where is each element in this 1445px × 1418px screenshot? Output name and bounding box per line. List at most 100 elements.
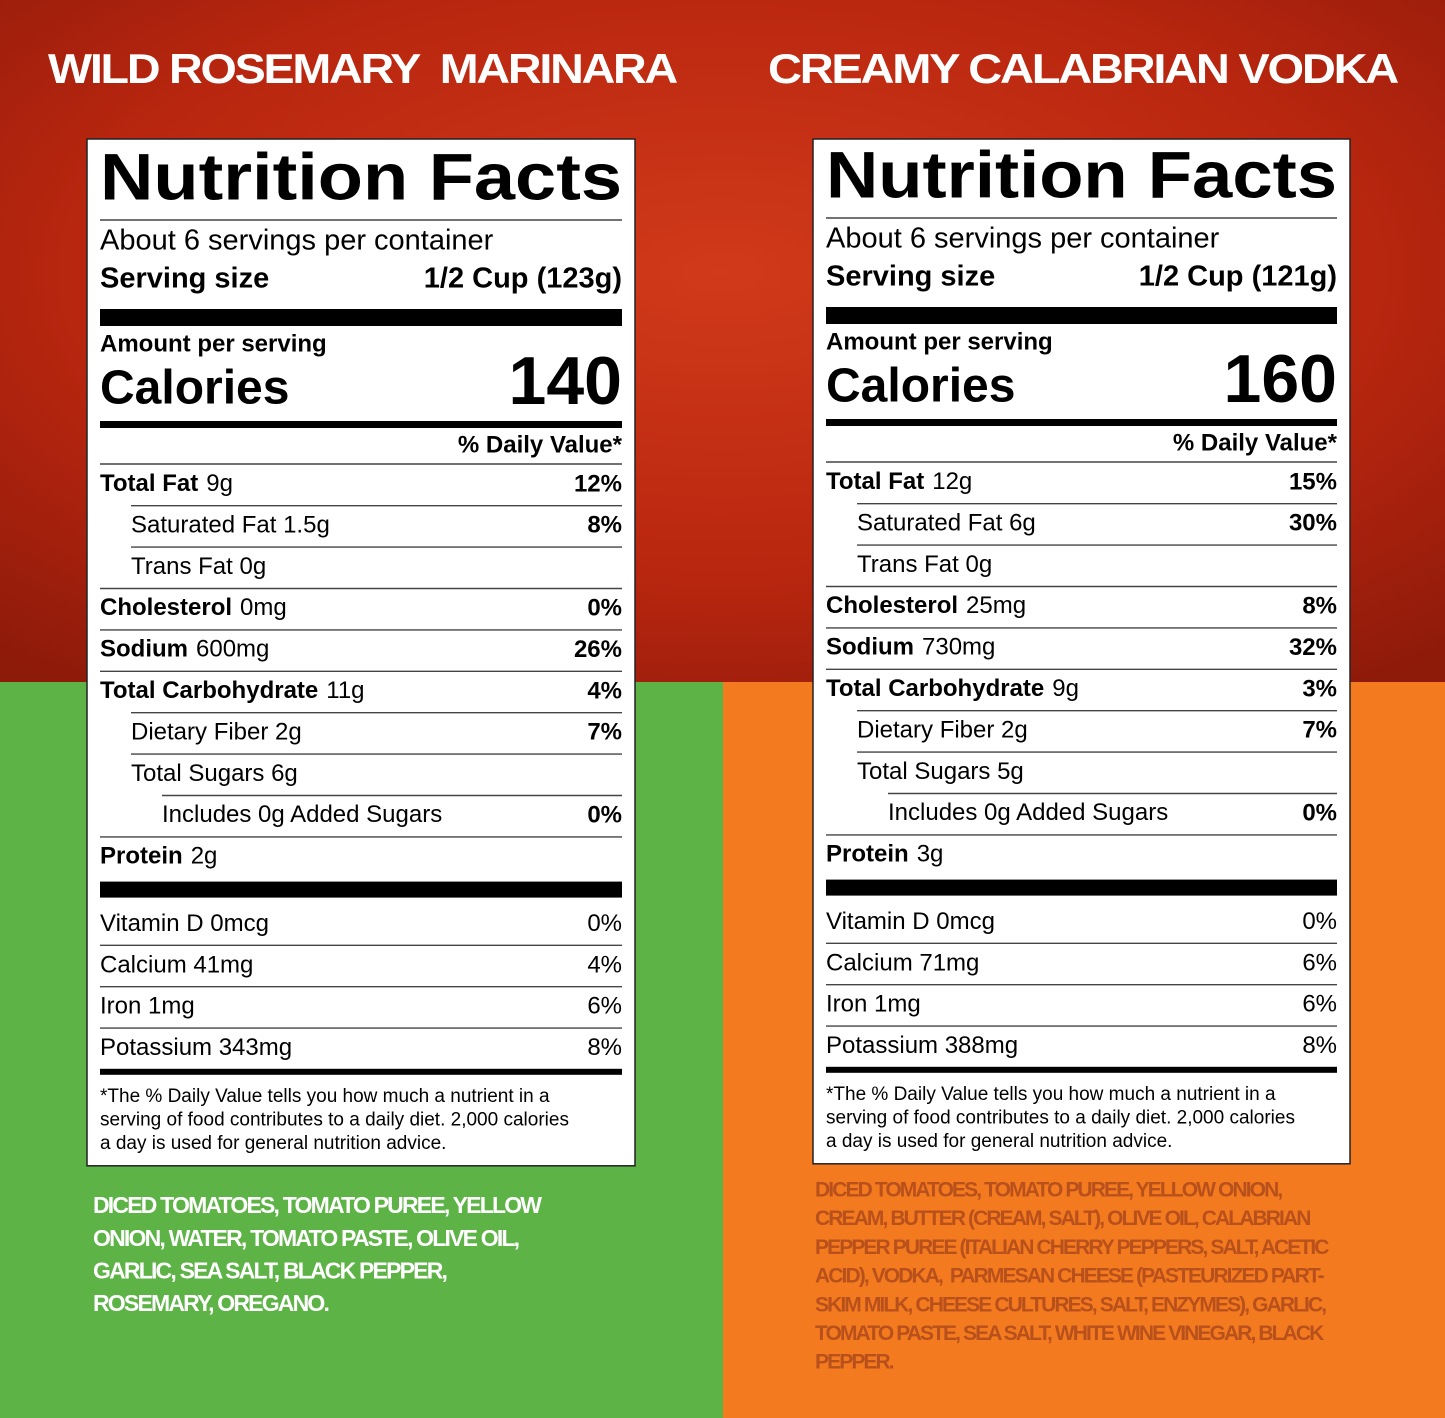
nutrient-row: Total Carbohydrate 11g bbox=[100, 677, 365, 704]
ingredients-line: ONION, WATER, TOMATO PASTE, OLIVE OIL, bbox=[93, 1225, 519, 1251]
thick-rule bbox=[100, 1068, 622, 1075]
nutrient-row: Trans Fat 0g bbox=[857, 551, 992, 578]
nutrient-name: Protein bbox=[826, 841, 909, 868]
nutrient-row: Includes 0g Added Sugars bbox=[888, 800, 1168, 827]
nutrient-amount: 11g bbox=[326, 677, 364, 704]
thick-rule bbox=[100, 309, 622, 326]
nutrient-amount: 25mg bbox=[966, 593, 1026, 620]
nutrient-row: Cholesterol 0mg bbox=[100, 595, 287, 622]
nutrient-daily-value: 0% bbox=[587, 802, 622, 829]
nutrient-row: Sodium 730mg bbox=[826, 634, 995, 661]
ingredients-line: DICED TOMATOES, TOMATO PUREE, YELLOW ONI… bbox=[815, 1179, 1282, 1202]
serving-size-label: Serving size bbox=[826, 261, 995, 293]
nutrient-amount: 730mg bbox=[922, 634, 995, 661]
nutrient-name: Dietary Fiber 2g bbox=[131, 719, 302, 746]
nutrient-name: Saturated Fat 1.5g bbox=[131, 512, 330, 539]
nutrient-amount: 9g bbox=[1052, 675, 1079, 702]
nutrient-name: Sodium bbox=[826, 634, 914, 661]
vitamin-daily-value: 6% bbox=[1302, 991, 1337, 1018]
nutrient-name: Total Sugars 5g bbox=[857, 758, 1024, 785]
nutrient-row: Includes 0g Added Sugars bbox=[162, 802, 442, 829]
vitamin-name: Potassium 388mg bbox=[826, 1032, 1018, 1059]
vitamin-daily-value: 0% bbox=[1302, 908, 1337, 935]
nutrient-name: Includes 0g Added Sugars bbox=[162, 802, 442, 829]
nutrient-name: Total Sugars 6g bbox=[131, 760, 298, 787]
nutrient-row: Total Fat 9g bbox=[100, 470, 233, 497]
nutrient-name: Dietary Fiber 2g bbox=[857, 717, 1028, 744]
panel-title: CREAMY CALABRIAN VODKA bbox=[768, 45, 1399, 92]
amount-per-serving: Amount per serving bbox=[826, 328, 1053, 355]
nutrient-name: Saturated Fat 6g bbox=[857, 510, 1036, 537]
nutrient-name: Total Fat bbox=[826, 468, 924, 495]
vitamin-daily-value: 6% bbox=[1302, 949, 1337, 976]
nutrient-amount: 0mg bbox=[240, 595, 287, 622]
nutrient-row: Total Sugars 6g bbox=[131, 760, 298, 787]
footnote: *The % Daily Value tells you how much a … bbox=[826, 1084, 1276, 1105]
nutrient-name: Trans Fat 0g bbox=[131, 553, 266, 580]
ingredients-line: PEPPER PUREE (ITALIAN CHERRY PEPPERS, SA… bbox=[815, 1236, 1329, 1259]
footnote: a day is used for general nutrition advi… bbox=[826, 1131, 1172, 1152]
ingredients-line: ROSEMARY, OREGANO. bbox=[93, 1290, 329, 1316]
footnote: a day is used for general nutrition advi… bbox=[100, 1133, 446, 1154]
thick-rule bbox=[100, 881, 622, 898]
footnote: serving of food contributes to a daily d… bbox=[826, 1107, 1295, 1128]
thick-rule bbox=[826, 307, 1337, 324]
serving-size: 1/2 Cup (121g) bbox=[1139, 261, 1337, 293]
nutrient-daily-value: 15% bbox=[1289, 468, 1337, 495]
green-panel bbox=[0, 957, 87, 1418]
nutrient-name: Includes 0g Added Sugars bbox=[888, 800, 1168, 827]
calories-label: Calories bbox=[100, 362, 289, 415]
nutrient-daily-value: 0% bbox=[1302, 800, 1337, 827]
vitamin-daily-value: 8% bbox=[587, 1034, 622, 1061]
nutrient-amount: 12g bbox=[932, 468, 972, 495]
ingredients-line: DICED TOMATOES, TOMATO PUREE, YELLOW bbox=[93, 1192, 542, 1218]
nutrient-row: Protein 3g bbox=[826, 841, 943, 868]
ingredients-line: SKIM MILK, CHEESE CULTURES, SALT, ENZYME… bbox=[815, 1293, 1326, 1316]
nutrient-name: Cholesterol bbox=[100, 595, 232, 622]
vitamin-name: Iron 1mg bbox=[100, 993, 195, 1020]
ingredients-line: PEPPER. bbox=[815, 1351, 894, 1374]
nutrient-row: Saturated Fat 6g bbox=[857, 510, 1036, 537]
nutrient-row: Dietary Fiber 2g bbox=[857, 717, 1028, 744]
label-heading: Nutrition Facts bbox=[100, 139, 622, 213]
serving-size: 1/2 Cup (123g) bbox=[424, 263, 622, 295]
servings: About 6 servings per container bbox=[826, 223, 1220, 255]
thick-rule bbox=[826, 1066, 1337, 1073]
nutrient-row: Saturated Fat 1.5g bbox=[131, 512, 330, 539]
nutrient-daily-value: 32% bbox=[1289, 634, 1337, 661]
nutrient-name: Trans Fat 0g bbox=[857, 551, 992, 578]
nutrient-name: Cholesterol bbox=[826, 593, 958, 620]
nutrient-daily-value: 7% bbox=[1302, 717, 1337, 744]
thick-rule bbox=[826, 879, 1337, 896]
nutrient-row: Sodium 600mg bbox=[100, 636, 269, 663]
amount-per-serving: Amount per serving bbox=[100, 330, 327, 357]
vitamin-name: Potassium 343mg bbox=[100, 1034, 292, 1061]
vitamin-name: Calcium 41mg bbox=[100, 951, 253, 978]
thick-rule bbox=[826, 419, 1337, 426]
ingredients-line: GARLIC, SEA SALT, BLACK PEPPER, bbox=[93, 1257, 447, 1283]
nutrient-amount: 9g bbox=[206, 470, 233, 497]
nutrient-daily-value: 8% bbox=[1302, 593, 1337, 620]
thick-rule bbox=[100, 421, 622, 428]
nutrient-row: Cholesterol 25mg bbox=[826, 593, 1026, 620]
nutrient-daily-value: 7% bbox=[587, 719, 622, 746]
nutrient-row: Total Carbohydrate 9g bbox=[826, 675, 1079, 702]
daily-value-header: % Daily Value* bbox=[458, 431, 623, 458]
nutrient-name: Sodium bbox=[100, 636, 188, 663]
ingredients-line: TOMATO PASTE, SEA SALT, WHITE WINE VINEG… bbox=[815, 1322, 1324, 1345]
daily-value-header: % Daily Value* bbox=[1173, 429, 1338, 456]
footnote: serving of food contributes to a daily d… bbox=[100, 1109, 569, 1130]
nutrient-row: Trans Fat 0g bbox=[131, 553, 266, 580]
serving-size-label: Serving size bbox=[100, 263, 269, 295]
label-heading: Nutrition Facts bbox=[826, 137, 1337, 211]
nutrient-amount: 3g bbox=[917, 841, 944, 868]
nutrient-daily-value: 8% bbox=[587, 512, 622, 539]
nutrient-daily-value: 0% bbox=[587, 595, 622, 622]
ingredients-line: ACID), VODKA, PARMESAN CHEESE (PASTEURIZ… bbox=[815, 1265, 1325, 1288]
nutrient-name: Protein bbox=[100, 843, 183, 870]
vitamin-name: Iron 1mg bbox=[826, 991, 921, 1018]
vitamin-daily-value: 0% bbox=[587, 910, 622, 937]
nutrient-row: Total Sugars 5g bbox=[857, 758, 1024, 785]
nutrient-daily-value: 4% bbox=[587, 677, 622, 704]
